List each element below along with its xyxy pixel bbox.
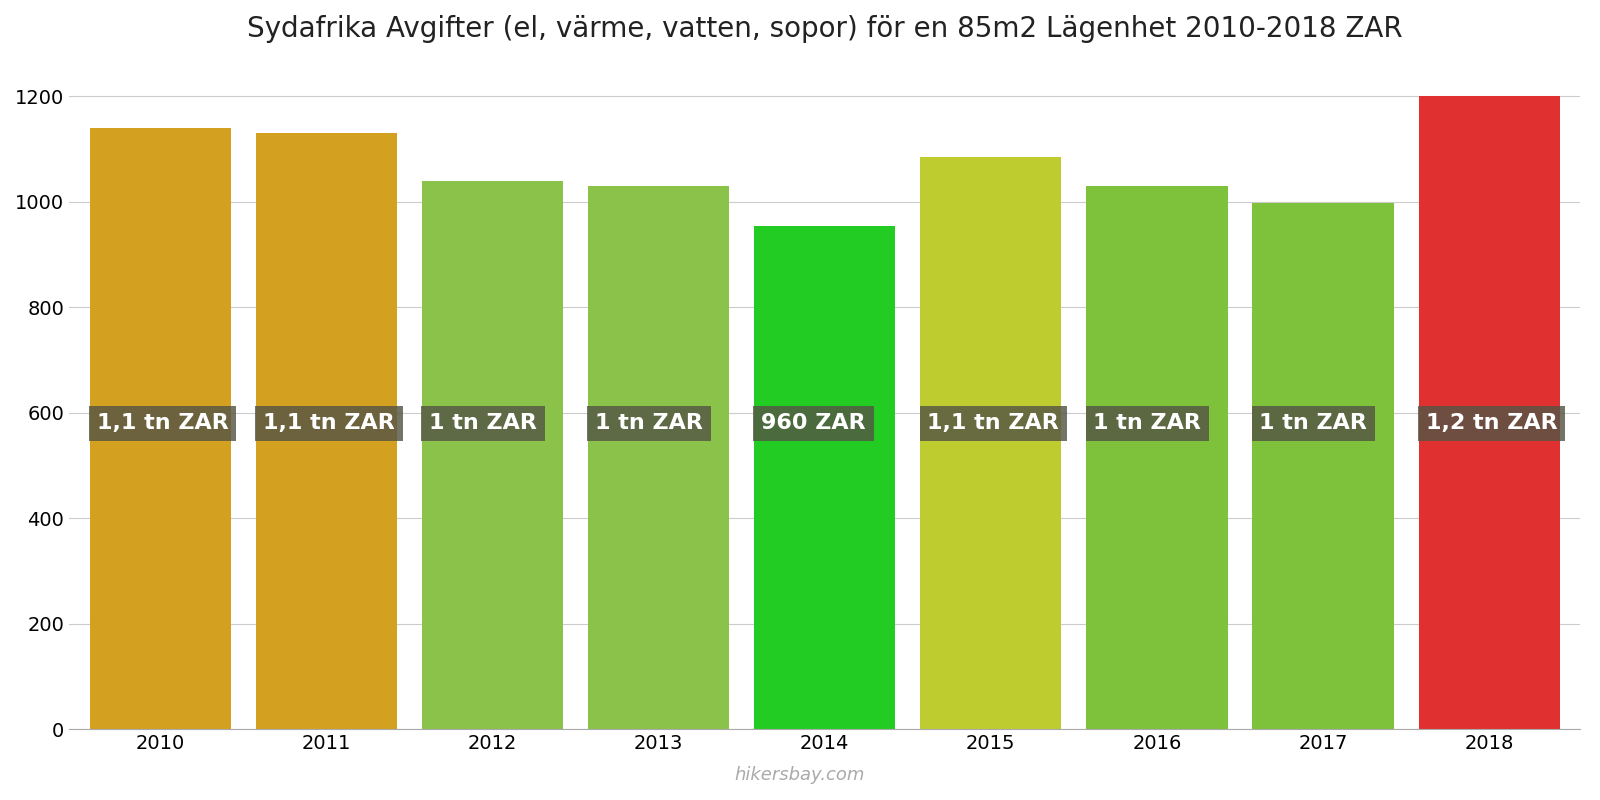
Text: 1 tn ZAR: 1 tn ZAR xyxy=(1259,414,1368,434)
Text: 1,1 tn ZAR: 1,1 tn ZAR xyxy=(98,414,229,434)
Bar xyxy=(1086,186,1227,729)
Bar xyxy=(422,181,563,729)
Bar xyxy=(589,186,730,729)
Bar xyxy=(920,157,1061,729)
Text: hikersbay.com: hikersbay.com xyxy=(734,766,866,784)
Bar xyxy=(754,226,896,729)
Text: 1,2 tn ZAR: 1,2 tn ZAR xyxy=(1426,414,1557,434)
Text: 960 ZAR: 960 ZAR xyxy=(762,414,866,434)
Bar xyxy=(1419,97,1560,729)
Bar xyxy=(1253,203,1394,729)
Text: 1,1 tn ZAR: 1,1 tn ZAR xyxy=(262,414,395,434)
Bar xyxy=(90,128,230,729)
Title: Sydafrika Avgifter (el, värme, vatten, sopor) för en 85m2 Lägenhet 2010-2018 ZAR: Sydafrika Avgifter (el, värme, vatten, s… xyxy=(246,15,1403,43)
Bar xyxy=(256,134,397,729)
Text: 1 tn ZAR: 1 tn ZAR xyxy=(595,414,702,434)
Text: 1 tn ZAR: 1 tn ZAR xyxy=(429,414,538,434)
Text: 1 tn ZAR: 1 tn ZAR xyxy=(1093,414,1202,434)
Text: 1,1 tn ZAR: 1,1 tn ZAR xyxy=(928,414,1059,434)
